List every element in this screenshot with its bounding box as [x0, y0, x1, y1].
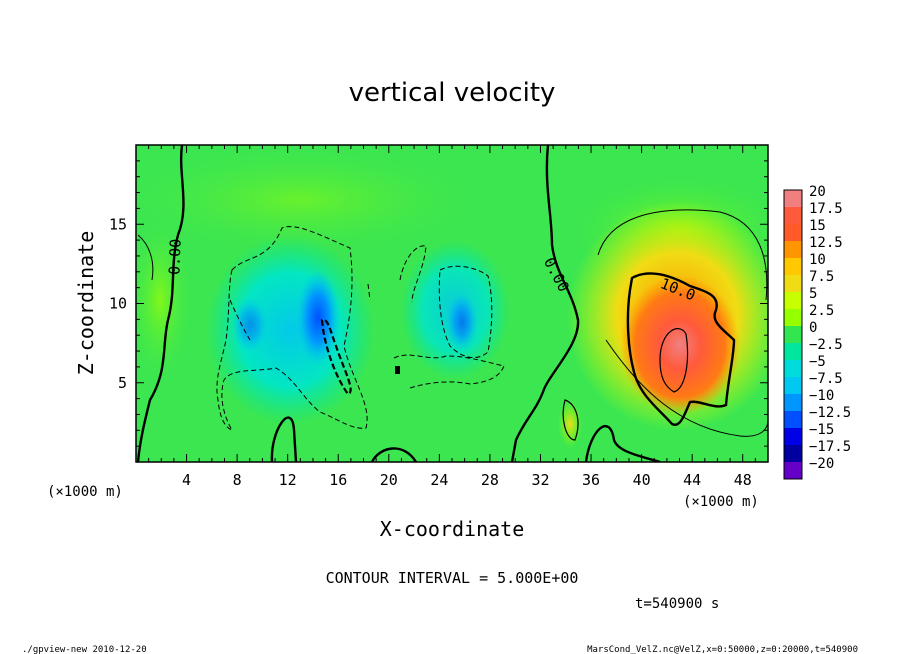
colorbar-swatch [784, 292, 802, 309]
y-axis: 5 10 15 [109, 160, 768, 447]
colorbar-swatch [784, 343, 802, 360]
colorbar-swatch [784, 326, 802, 343]
footer-left: ./gpview-new 2010-12-20 [22, 645, 147, 654]
x-axis: 4 8 12 16 20 24 28 32 36 40 44 48 [148, 145, 756, 489]
x-tick-label: 16 [329, 471, 347, 489]
y-axis-label: Z-coordinate [74, 231, 98, 376]
colorbar-swatch [784, 411, 802, 428]
colorbar-label: −12.5 [809, 405, 851, 421]
x-tick-label: 44 [683, 471, 701, 489]
x-tick-label: 4 [182, 471, 191, 489]
x-tick-label: 40 [633, 471, 651, 489]
downdraft-region-left [205, 235, 375, 425]
colorbar-swatch [784, 224, 802, 241]
colorbar-swatch [784, 428, 802, 445]
y-tick-label: 15 [109, 215, 127, 233]
colorbar-swatch [784, 377, 802, 394]
negative-contours [216, 226, 505, 431]
colorbar-swatch [784, 445, 802, 462]
colorbar-label: 2.5 [809, 303, 834, 319]
colorbar-label: 20 [809, 184, 826, 200]
colorbar-label: 5 [809, 286, 817, 302]
colorbar-label: 12.5 [809, 235, 843, 251]
x-tick-label: 32 [531, 471, 549, 489]
colorbar-swatch [784, 241, 802, 258]
colorbar-swatch [784, 360, 802, 377]
x-unit-right: (×1000 m) [683, 494, 759, 510]
y-tick-label: 5 [118, 374, 127, 392]
zero-contour-right [510, 145, 580, 462]
colorbar-label: −20 [809, 456, 834, 472]
colorbar-label: −17.5 [809, 439, 851, 455]
footer-right: MarsCond_VelZ.nc@VelZ,x=0:50000,z=0:2000… [587, 645, 858, 654]
chart-title: vertical velocity [349, 78, 556, 108]
colorbar-label: 10 [809, 252, 826, 268]
colorbar-label: −5 [809, 354, 826, 370]
colorbar-label: −2.5 [809, 337, 843, 353]
downdraft-core-right [446, 292, 478, 352]
colorbar-swatch [784, 462, 802, 479]
colorbar-swatch [784, 275, 802, 292]
colorbar-swatch [784, 258, 802, 275]
x-tick-label: 20 [380, 471, 398, 489]
x-tick-label: 8 [233, 471, 242, 489]
x-tick-label: 24 [430, 471, 448, 489]
x-unit-left: (×1000 m) [47, 484, 123, 500]
x-axis-label: X-coordinate [380, 517, 525, 541]
x-tick-label: 12 [279, 471, 297, 489]
colorbar-label: 15 [809, 218, 826, 234]
colorbar-label: −15 [809, 422, 834, 438]
colorbar-swatch [784, 394, 802, 411]
colorbar: 2017.51512.5107.552.50−2.5−5−7.5−10−12.5… [783, 184, 851, 480]
updraft-core [620, 275, 740, 415]
y-tick-label: 10 [109, 295, 127, 313]
colorbar-label: 0 [809, 320, 817, 336]
colorbar-label: 7.5 [809, 269, 834, 285]
downdraft-core-left [296, 270, 340, 366]
colorbar-swatch [784, 309, 802, 326]
x-tick-label: 28 [481, 471, 499, 489]
colorbar-label: −7.5 [809, 371, 843, 387]
x-tick-label: 48 [734, 471, 752, 489]
x-tick-label: 36 [582, 471, 600, 489]
colorbar-label: −10 [809, 388, 834, 404]
zero-contour-left [136, 145, 185, 462]
colorbar-swatch [784, 207, 802, 224]
colorbar-swatch [784, 190, 802, 207]
contour-10 [626, 272, 736, 426]
contour-interval: CONTOUR INTERVAL = 5.000E+00 [326, 569, 579, 587]
time-label: t=540900 s [635, 596, 719, 612]
contour-label-0-left: 0.00 [165, 238, 184, 275]
colorbar-frame [783, 189, 803, 480]
colorbar-label: 17.5 [809, 201, 843, 217]
plot-field: 0.00 0.00 10.0 [136, 145, 768, 462]
